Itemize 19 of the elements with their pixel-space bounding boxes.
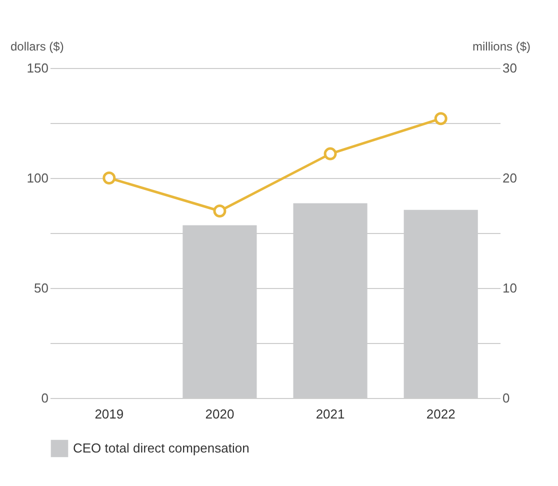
x-tick-label: 2019 [94,406,124,422]
y-tick-label: 0 [41,390,48,406]
legend-label: CEO total direct compensation [73,440,250,456]
y2-tick-label: 0 [502,390,510,406]
y-tick-label: 100 [26,170,48,186]
x-tick-label: 2022 [426,406,456,422]
point [434,112,448,126]
y2-tick-label: 30 [502,60,517,76]
point [213,204,226,218]
point [324,147,337,160]
y2-axis-title: millions ($) [472,40,530,54]
x-tick-label: 2020 [205,406,234,422]
x-tick-label: 2021 [316,406,345,422]
y-tick-label: 50 [34,280,48,296]
y2-tick-label: 10 [502,280,517,296]
point [102,172,116,184]
y-tick-label: 150 [26,60,48,76]
y-axis-title: dollars ($) [10,40,64,54]
y2-tick-label: 20 [502,170,517,186]
